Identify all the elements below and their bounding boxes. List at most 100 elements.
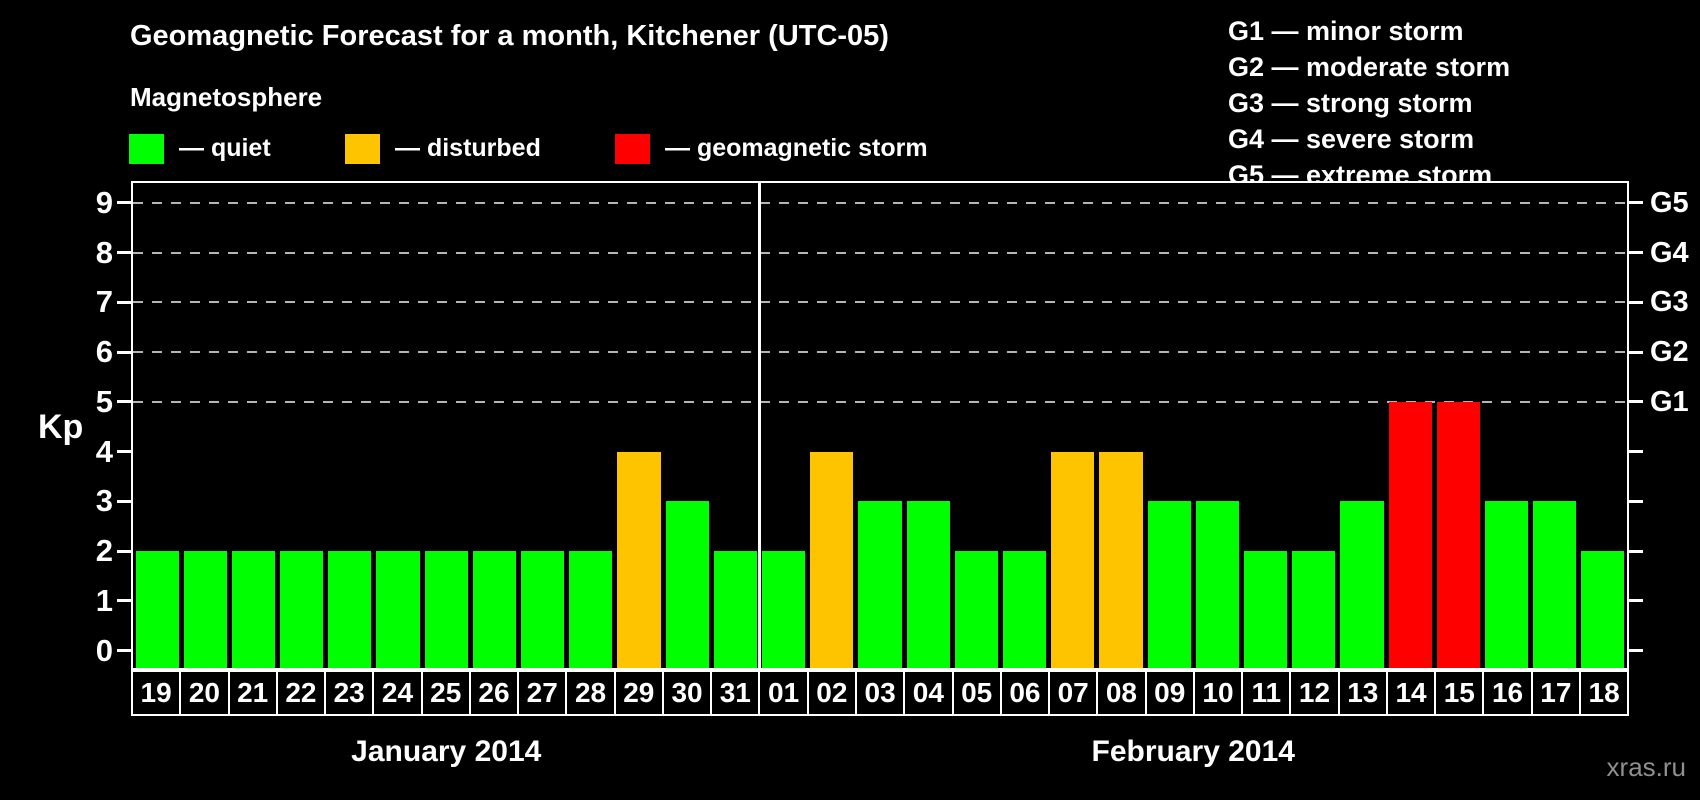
y-tick-label-2: 2 (95, 533, 113, 569)
day-cell-05: 05 (951, 670, 1002, 716)
day-axis: 19 20 21 22 23 24 25 26 27 28 29 30 31 01 02 03 04 05 06 07… (131, 670, 1630, 716)
storm-color-swatch (615, 133, 650, 164)
kp-bar-january-28 (569, 551, 613, 668)
kp-bar-february-13 (1340, 501, 1384, 668)
quiet-color-swatch (129, 133, 164, 164)
y-tick-right-0 (1629, 649, 1643, 653)
g-axis-label-g4: G4 (1650, 236, 1689, 269)
y-tick-right-7 (1629, 300, 1643, 304)
y-tick-left-8 (117, 251, 131, 255)
gridline-kp-6 (133, 351, 1627, 354)
y-tick-left-2 (117, 549, 131, 553)
kp-bar-february-04 (906, 501, 950, 668)
day-cell-13: 13 (1337, 670, 1388, 716)
y-tick-left-1 (117, 599, 131, 603)
day-cell-20: 20 (179, 670, 230, 716)
day-cell-21: 21 (227, 670, 278, 716)
page-title: Geomagnetic Forecast for a month, Kitche… (130, 20, 889, 52)
kp-bar-january-26 (472, 551, 517, 668)
g-legend-line: G1 — minor storm (1228, 16, 1464, 46)
y-tick-left-5 (117, 400, 131, 404)
day-cell-26: 26 (468, 670, 520, 716)
y-tick-left-9 (117, 201, 131, 205)
y-tick-left-4 (117, 450, 131, 454)
kp-bar-february-12 (1292, 551, 1336, 668)
y-tick-right-3 (1629, 499, 1643, 503)
kp-bar-february-10 (1195, 501, 1239, 668)
g-legend-line: G3 — strong storm (1228, 88, 1473, 118)
day-cell-27: 27 (517, 670, 568, 716)
legend-item-storm: — geomagnetic storm (615, 133, 928, 164)
y-tick-right-4 (1629, 450, 1643, 454)
kp-bar-january-19 (135, 551, 179, 668)
day-cell-10: 10 (1192, 670, 1244, 716)
watermark: xras.ru (1606, 752, 1686, 782)
y-tick-left-0 (117, 649, 131, 653)
y-tick-left-3 (117, 499, 131, 503)
day-cell-29: 29 (613, 670, 664, 716)
kp-bar-february-09 (1147, 501, 1191, 668)
y-tick-left-7 (117, 300, 131, 304)
day-cell-17: 17 (1530, 670, 1581, 716)
month-divider (758, 183, 762, 668)
day-cell-19: 19 (131, 670, 182, 716)
y-tick-label-9: 9 (95, 184, 113, 220)
kp-bar-january-21 (231, 551, 276, 668)
legend-label-quiet: — quiet (179, 134, 271, 162)
kp-bar-january-30 (665, 501, 709, 668)
day-cell-31: 31 (710, 670, 761, 716)
day-cell-18: 18 (1578, 670, 1630, 716)
kp-bar-february-01 (762, 551, 806, 668)
y-tick-right-2 (1629, 549, 1643, 553)
kp-axis-label: Kp (38, 408, 84, 446)
y-tick-label-7: 7 (95, 284, 113, 320)
kp-bar-february-15 (1436, 401, 1480, 668)
plot-area (131, 181, 1629, 670)
y-tick-label-6: 6 (95, 334, 113, 370)
disturbed-color-swatch (345, 133, 380, 164)
kp-bar-february-05 (954, 551, 998, 668)
y-tick-label-0: 0 (95, 632, 113, 668)
kp-bar-january-25 (424, 551, 468, 668)
day-cell-03: 03 (854, 670, 906, 716)
month-label-february: February 2014 (1091, 735, 1295, 768)
day-cell-28: 28 (565, 670, 616, 716)
kp-bar-january-23 (328, 551, 372, 668)
kp-bar-february-08 (1099, 451, 1143, 668)
day-cell-22: 22 (275, 670, 327, 716)
y-tick-label-3: 3 (95, 483, 113, 519)
g-scale-legend: G1 — minor storm G2 — moderate storm G3 — … (1228, 13, 1510, 193)
gridline-kp-8 (133, 251, 1627, 254)
kp-bar-february-07 (1051, 451, 1095, 668)
kp-bar-february-18 (1581, 551, 1625, 668)
kp-bar-january-27 (521, 551, 565, 668)
day-cell-16: 16 (1482, 670, 1533, 716)
day-cell-23: 23 (324, 670, 375, 716)
day-cell-09: 09 (1144, 670, 1195, 716)
gridline-kp-7 (133, 301, 1627, 304)
g-axis-label-g2: G2 (1650, 336, 1689, 369)
y-tick-label-4: 4 (95, 433, 113, 469)
day-cell-02: 02 (806, 670, 857, 716)
kp-bar-february-11 (1243, 551, 1288, 668)
g-axis-label-g3: G3 (1650, 286, 1689, 319)
g-legend-line: G2 — moderate storm (1228, 52, 1511, 82)
day-cell-01: 01 (758, 670, 809, 716)
kp-bar-january-24 (376, 551, 420, 668)
y-tick-right-5 (1629, 400, 1643, 404)
y-tick-right-6 (1629, 350, 1643, 354)
kp-bar-january-31 (713, 551, 757, 668)
kp-bar-february-14 (1388, 401, 1432, 668)
magnetosphere-label: Magnetosphere (130, 82, 323, 112)
y-tick-label-8: 8 (95, 234, 113, 270)
day-cell-14: 14 (1385, 670, 1437, 716)
day-cell-15: 15 (1434, 670, 1485, 716)
kp-bar-february-03 (858, 501, 902, 668)
legend-label-disturbed: — disturbed (395, 134, 541, 162)
kp-bar-february-02 (810, 451, 854, 668)
day-cell-12: 12 (1289, 670, 1340, 716)
legend-item-disturbed: — disturbed (345, 133, 541, 164)
day-cell-04: 04 (903, 670, 954, 716)
g-legend-line: G4 — severe storm (1228, 124, 1475, 154)
legend-item-quiet: — quiet (129, 133, 271, 164)
